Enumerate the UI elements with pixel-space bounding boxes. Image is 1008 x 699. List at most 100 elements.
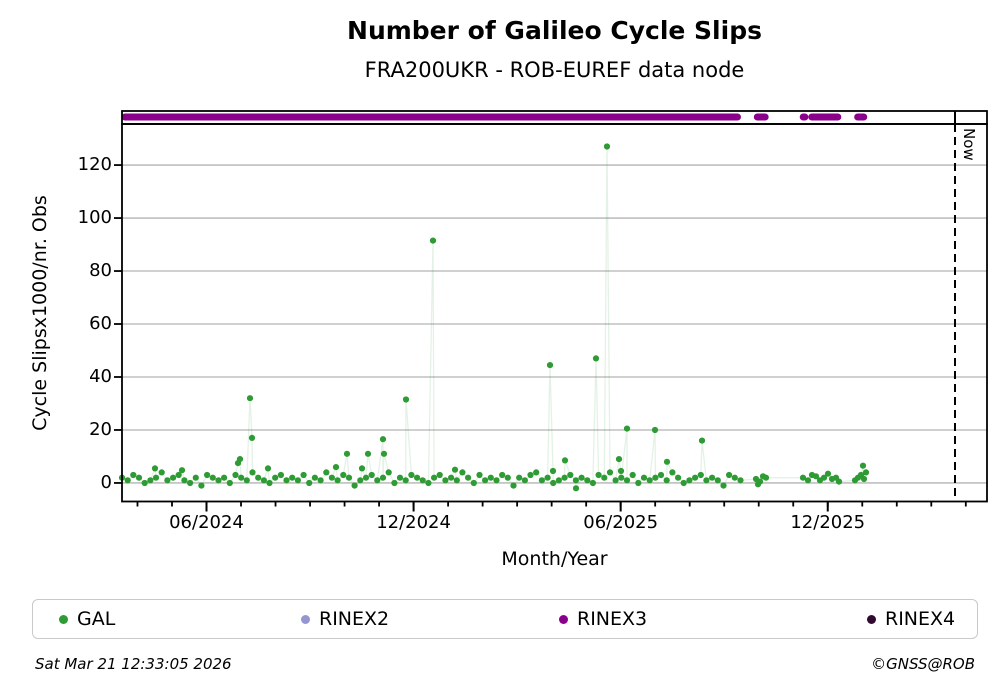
gal-data-point: [675, 474, 682, 481]
gal-data-point: [692, 474, 699, 481]
gal-data-point: [549, 467, 557, 475]
gal-data-point: [385, 469, 392, 476]
gal-data-point: [824, 470, 832, 477]
legend-label: RINEX3: [577, 608, 648, 630]
gal-data-point: [396, 474, 404, 481]
gal-data-point: [697, 471, 704, 479]
gal-data-point: [578, 474, 585, 481]
legend-box: GAL RINEX2 RINEX3 RINEX4: [32, 599, 978, 639]
legend-item-gal: GAL: [59, 600, 115, 638]
legend-marker-rinex2-icon: [301, 614, 310, 624]
gal-data-point: [561, 474, 568, 481]
gal-data-point: [380, 450, 388, 457]
gal-data-point: [546, 362, 554, 369]
gal-data-point: [215, 477, 222, 484]
gal-data-point: [402, 477, 409, 484]
gal-data-point: [414, 474, 421, 481]
gal-data-point: [248, 434, 256, 441]
gal-data-point: [762, 474, 770, 481]
gal-data-point: [652, 474, 659, 481]
legend-marker-gal-icon: [59, 614, 68, 624]
gal-data-point: [629, 471, 636, 479]
gal-data-point: [243, 477, 250, 484]
plot-frame: [121, 123, 988, 503]
gal-data-point: [657, 471, 665, 479]
gal-data-point: [178, 467, 186, 474]
gal-data-point: [204, 471, 211, 479]
y-tick-label: 0: [100, 471, 112, 493]
gal-data-point: [408, 471, 415, 479]
gal-data-point: [703, 477, 710, 484]
gal-data-point: [663, 477, 670, 484]
gal-data-point: [603, 143, 611, 150]
gal-data-point: [323, 469, 330, 476]
gal-data-point: [141, 479, 148, 487]
gal-data-point: [362, 474, 370, 481]
gal-data-point: [510, 482, 517, 489]
gal-data-point: [669, 469, 676, 476]
gal-data-point: [419, 477, 426, 484]
x-tick-label: 06/2024: [169, 512, 244, 533]
gal-data-point: [357, 477, 364, 484]
gal-data-point: [635, 479, 642, 487]
x-tick-label: 06/2025: [583, 512, 659, 533]
gal-data-point: [374, 477, 381, 484]
gal-data-point: [249, 469, 256, 476]
gal-data-point: [680, 479, 687, 487]
gal-data-point: [640, 474, 648, 481]
gal-data-point: [538, 477, 546, 484]
gal-data-point: [379, 436, 387, 443]
timestamp-text: Sat Mar 21 12:33:05 2026: [35, 655, 232, 673]
gal-data-point: [266, 479, 273, 487]
gal-data-point: [442, 477, 449, 484]
legend-item-rinex2: RINEX2: [301, 600, 389, 638]
gal-data-point: [187, 479, 194, 487]
gal-data-point: [332, 464, 340, 471]
gal-data-point: [158, 469, 165, 476]
gal-data-point: [516, 474, 523, 481]
gal-data-point: [504, 474, 511, 481]
gal-data-point: [592, 355, 600, 362]
gal-data-point: [709, 474, 716, 481]
gal-data-point: [499, 471, 506, 479]
gal-data-point: [175, 471, 182, 479]
gal-data-point: [465, 474, 472, 481]
gal-data-point: [544, 474, 551, 481]
gal-data-point: [221, 474, 228, 481]
gal-data-point: [198, 482, 205, 489]
gal-data-point: [550, 479, 557, 487]
y-tick-label: 20: [89, 418, 112, 440]
gal-data-point: [124, 477, 131, 484]
gal-data-point: [572, 485, 580, 492]
gal-data-point: [431, 474, 438, 481]
gal-data-point: [663, 458, 671, 465]
gal-data-point: [238, 474, 245, 481]
x-tick-label: 12/2024: [376, 512, 451, 533]
gal-data-point: [170, 474, 177, 481]
chart-subtitle: FRA200UKR - ROB-EUREF data node: [364, 58, 745, 82]
gal-data-point: [311, 474, 318, 481]
gal-data-point: [555, 477, 563, 484]
gal-data-point: [272, 474, 279, 481]
gal-data-point: [601, 474, 608, 481]
gal-data-point: [651, 426, 659, 434]
gal-data-point: [402, 396, 410, 403]
gal-data-point: [340, 471, 347, 479]
gal-data-point: [358, 465, 366, 472]
gal-data-point: [429, 237, 437, 244]
gal-data-point: [646, 477, 653, 484]
gal-data-point: [453, 477, 460, 484]
gal-data-point: [436, 471, 443, 479]
gal-data-point: [236, 456, 244, 463]
gal-data-point: [277, 471, 284, 479]
gal-data-point: [799, 474, 807, 481]
gal-data-point: [859, 462, 867, 469]
legend-marker-rinex4-icon: [867, 614, 876, 624]
legend-item-rinex4: RINEX4: [867, 600, 955, 638]
gal-data-point: [860, 475, 868, 483]
gal-data-point: [451, 466, 459, 473]
gal-data-point: [527, 471, 534, 479]
gal-data-point: [306, 479, 313, 487]
